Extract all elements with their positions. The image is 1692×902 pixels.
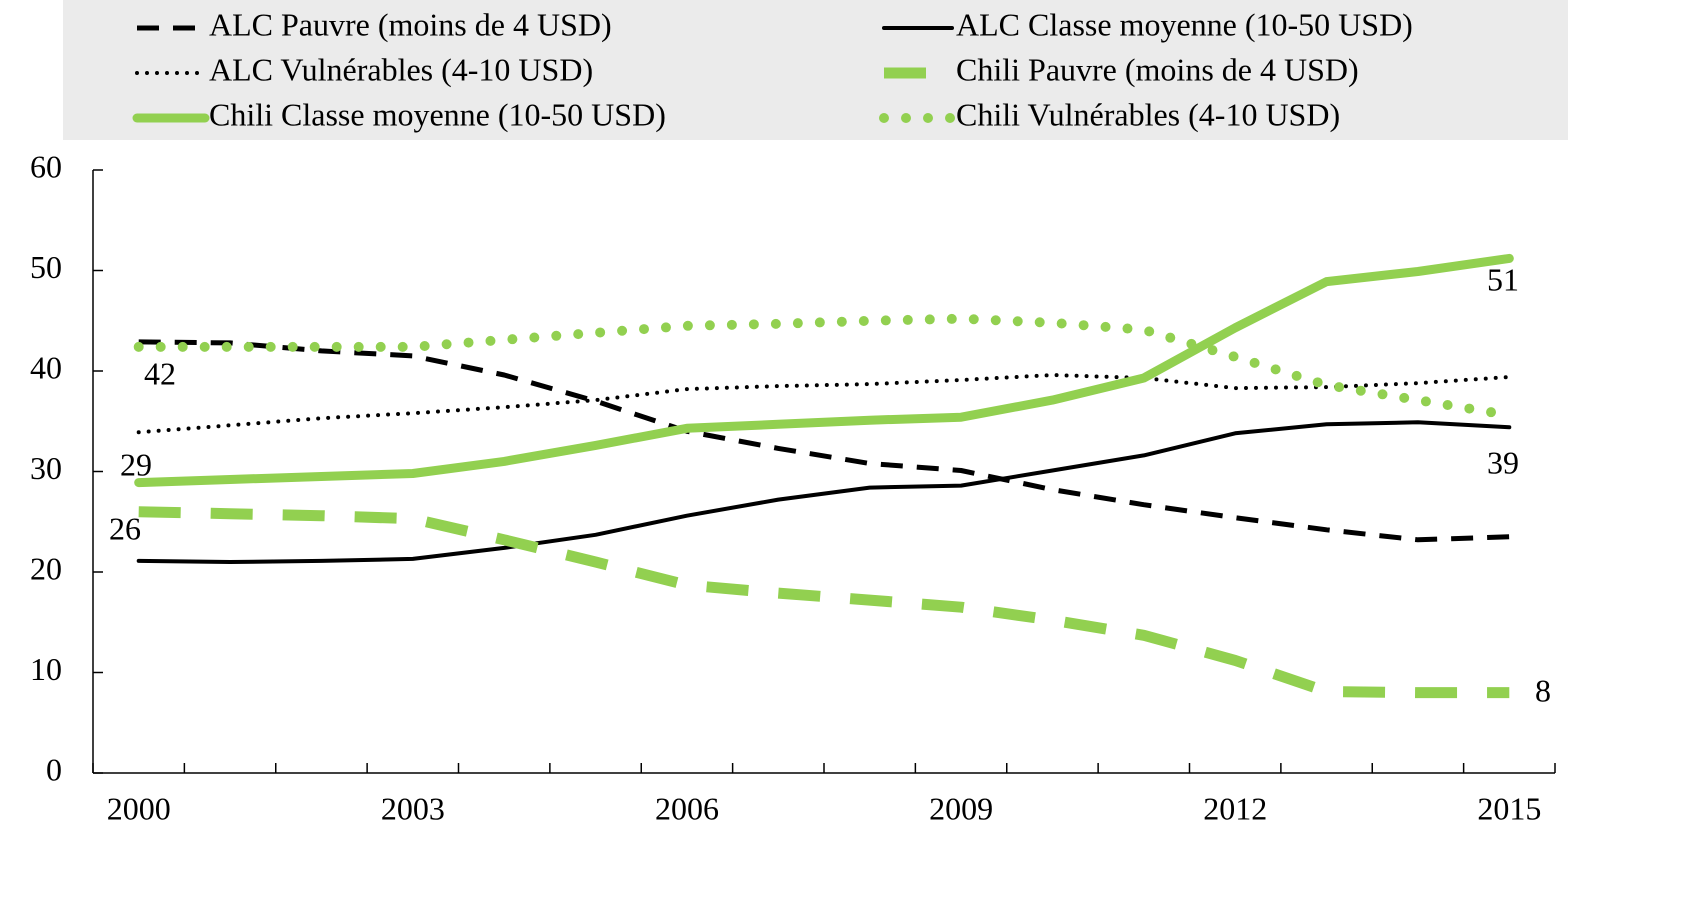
y-tick-label: 0	[46, 751, 62, 787]
legend-label: Chili Pauvre (moins de 4 USD)	[956, 51, 1359, 87]
y-tick-label: 30	[30, 450, 62, 486]
y-tick-label: 40	[30, 349, 62, 385]
annotation: 29	[120, 446, 152, 482]
legend-box	[63, 0, 1568, 140]
legend-label: ALC Vulnérables (4-10 USD)	[209, 51, 593, 87]
legend-label: ALC Classe moyenne (10-50 USD)	[956, 6, 1413, 42]
annotation: 51	[1487, 261, 1519, 297]
series-line	[133, 313, 1515, 421]
annotation: 26	[109, 510, 141, 546]
annotation: 8	[1535, 672, 1551, 708]
series-line	[136, 373, 1512, 435]
series-line	[136, 420, 1512, 564]
x-tick-label: 2012	[1203, 790, 1267, 826]
annotation: 42	[144, 355, 176, 391]
series-line	[138, 506, 1510, 699]
legend-label: Chili Vulnérables (4-10 USD)	[956, 96, 1340, 132]
series-line	[134, 253, 1514, 488]
y-tick-label: 10	[30, 651, 62, 687]
annotation: 39	[1487, 444, 1519, 480]
x-tick-label: 2000	[107, 790, 171, 826]
x-tick-label: 2015	[1477, 790, 1541, 826]
y-tick-label: 50	[30, 249, 62, 285]
x-tick-label: 2006	[655, 790, 719, 826]
x-tick-label: 2003	[381, 790, 445, 826]
legend-label: Chili Classe moyenne (10-50 USD)	[209, 96, 666, 132]
legend-label: ALC Pauvre (moins de 4 USD)	[209, 6, 612, 42]
y-tick-label: 60	[30, 148, 62, 184]
y-tick-label: 20	[30, 550, 62, 586]
series-line	[138, 339, 1510, 543]
x-tick-label: 2009	[929, 790, 993, 826]
